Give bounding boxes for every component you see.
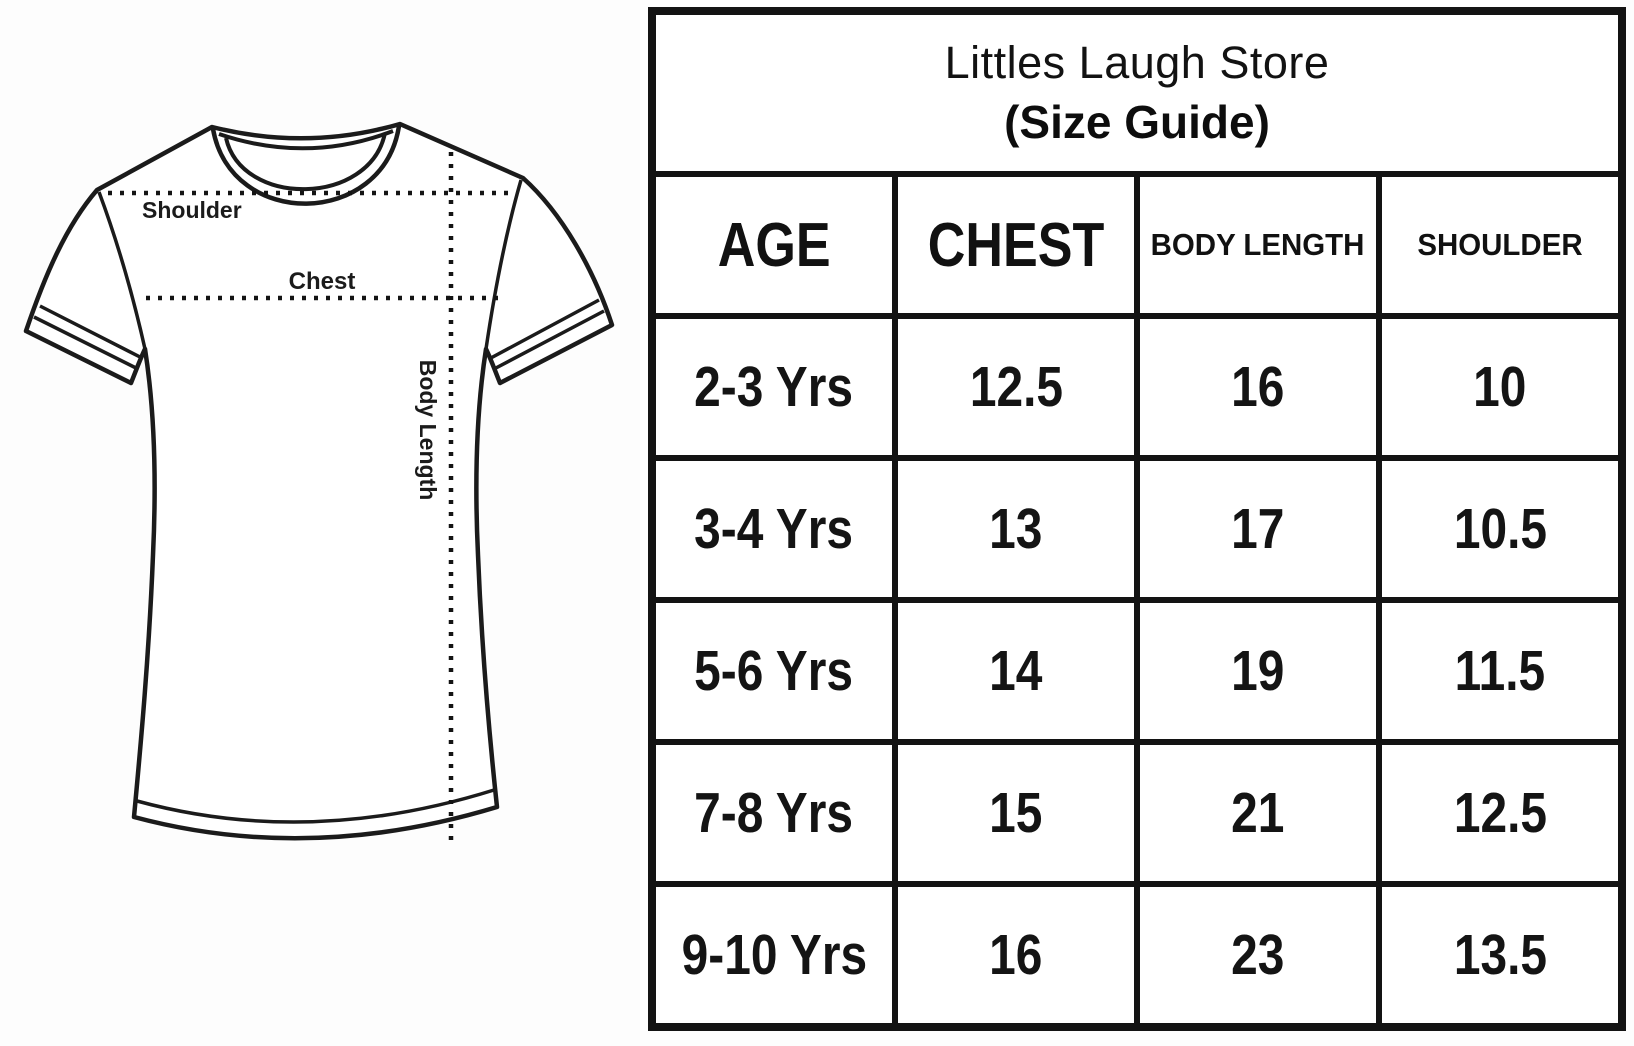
chest-value: 16 [989, 923, 1043, 987]
chest-value: 15 [989, 781, 1043, 845]
chest-cell: 16 [898, 887, 1134, 1023]
tshirt-measurement-diagram: Shoulder Chest Body Length [0, 0, 650, 1046]
shoulder-cell: 11.5 [1382, 603, 1618, 739]
age-cell: 2-3 Yrs [656, 319, 892, 455]
age-cell: 3-4 Yrs [656, 461, 892, 597]
column-header-age-text: AGE [717, 210, 831, 280]
body-length-cell: 16 [1140, 319, 1376, 455]
age-cell: 5-6 Yrs [656, 603, 892, 739]
chest-value: 13 [989, 497, 1043, 561]
column-header-body-length-text: BODY LENGTH [1151, 227, 1365, 262]
column-header-body-length: BODY LENGTH [1140, 177, 1376, 313]
body-length-value: 17 [1231, 497, 1285, 561]
age-value: 9-10 Yrs [681, 923, 867, 987]
body-length-cell: 17 [1140, 461, 1376, 597]
tshirt-diagram-svg: Shoulder Chest Body Length [23, 121, 615, 848]
collar-front-outer [210, 125, 402, 206]
shoulder-cell: 10.5 [1382, 461, 1618, 597]
body-length-label: Body Length [415, 360, 441, 501]
age-cell: 9-10 Yrs [656, 887, 892, 1023]
table-title: Littles Laugh Store (Size Guide) [656, 15, 1618, 171]
right-cuff-band [488, 298, 605, 371]
left-cuff-band [33, 304, 143, 370]
age-cell: 7-8 Yrs [656, 745, 892, 881]
hem-band [136, 788, 495, 824]
age-value: 2-3 Yrs [694, 355, 854, 419]
body-length-cell: 21 [1140, 745, 1376, 881]
size-guide-subtitle: (Size Guide) [1004, 96, 1270, 149]
body-length-value: 16 [1231, 355, 1285, 419]
shoulder-cell: 13.5 [1382, 887, 1618, 1023]
body-length-cell: 23 [1140, 887, 1376, 1023]
store-name: Littles Laugh Store [944, 36, 1330, 88]
shoulder-cell: 10 [1382, 319, 1618, 455]
shoulder-value: 12.5 [1453, 781, 1547, 845]
age-value: 5-6 Yrs [694, 639, 854, 703]
chest-value: 12.5 [969, 355, 1063, 419]
shoulder-value: 13.5 [1453, 923, 1547, 987]
column-header-shoulder-text: SHOULDER [1417, 227, 1583, 262]
chest-cell: 15 [898, 745, 1134, 881]
age-value: 7-8 Yrs [694, 781, 854, 845]
column-header-shoulder: SHOULDER [1382, 177, 1618, 313]
left-armhole-seam [97, 191, 147, 350]
chest-value: 14 [989, 639, 1043, 703]
chest-cell: 12.5 [898, 319, 1134, 455]
shoulder-value: 10 [1473, 355, 1527, 419]
tshirt-outline [23, 121, 615, 841]
body-length-cell: 19 [1140, 603, 1376, 739]
collar-front-inner [224, 132, 387, 192]
column-header-chest-text: CHEST [927, 210, 1105, 280]
right-armhole-seam [484, 179, 523, 350]
chest-cell: 13 [898, 461, 1134, 597]
shoulder-cell: 12.5 [1382, 745, 1618, 881]
collar-back-seam [218, 129, 394, 151]
column-header-age: AGE [656, 177, 892, 313]
shoulder-label: Shoulder [142, 197, 242, 223]
shoulder-value: 10.5 [1453, 497, 1547, 561]
chest-cell: 14 [898, 603, 1134, 739]
body-length-value: 21 [1231, 781, 1285, 845]
column-header-chest: CHEST [898, 177, 1134, 313]
shoulder-value: 11.5 [1454, 639, 1546, 703]
body-length-value: 23 [1231, 923, 1285, 987]
age-value: 3-4 Yrs [694, 497, 854, 561]
size-table: Littles Laugh Store (Size Guide) AGE CHE… [648, 7, 1626, 1031]
chest-label: Chest [289, 268, 356, 295]
body-length-value: 19 [1231, 639, 1285, 703]
